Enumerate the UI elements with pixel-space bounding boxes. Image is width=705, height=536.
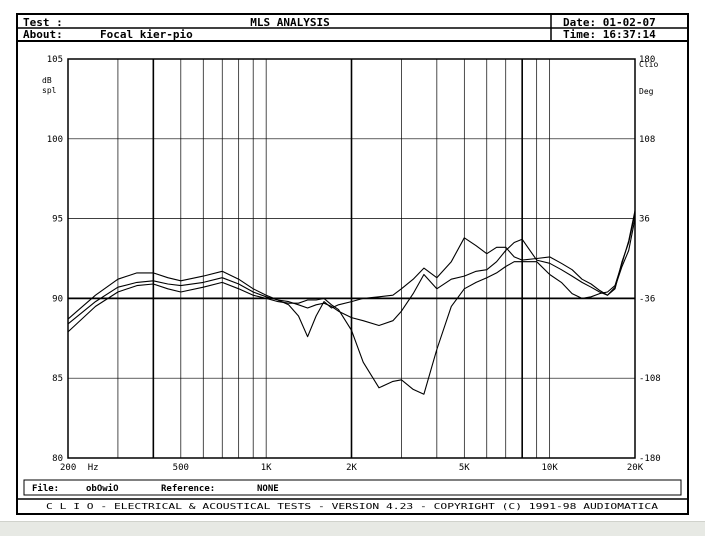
time-label: Time: 16:37:14 — [563, 28, 656, 41]
y-tick-label-right: -108 — [639, 374, 661, 384]
reference-value: NONE — [257, 484, 279, 494]
y-tick-label-right: 36 — [639, 215, 650, 225]
y-tick-label-left: 100 — [47, 135, 63, 145]
clio-report-frame: Test : MLS ANALYSIS Date: 01-02-07 About… — [16, 13, 689, 515]
date-label: Date: 01-02-07 — [563, 16, 656, 29]
y-tick-label-left: 80 — [52, 454, 63, 464]
reference-label: Reference: — [161, 484, 215, 494]
about-label: About: — [23, 28, 63, 41]
series-line-3 — [67, 210, 636, 395]
x-tick-label: Hz — [88, 463, 99, 473]
header-box: Test : MLS ANALYSIS Date: 01-02-07 About… — [18, 15, 687, 42]
page-title: MLS ANALYSIS — [250, 16, 329, 29]
x-tick-label: 5K — [459, 463, 470, 473]
y-axis-unit-db: dB — [42, 76, 52, 85]
file-value: obOwiO — [86, 483, 119, 494]
x-tick-label: 2K — [346, 463, 357, 473]
page-bottom-strip — [0, 521, 705, 536]
x-tick-label: 20K — [627, 463, 644, 473]
footer-box: File: obOwiO Reference: NONE C L I O - E… — [18, 479, 687, 511]
about-value: Focal kier-pio — [100, 28, 193, 41]
file-label: File: — [32, 483, 59, 494]
y-tick-label-right: -180 — [639, 454, 661, 464]
y-axis-right-unit: Deg — [639, 87, 654, 96]
y-axis-left: 105 100 95 90 85 80 — [47, 55, 63, 464]
y-tick-label-left: 90 — [52, 294, 63, 304]
x-axis: 200 Hz 500 1K 2K 5K 10K 20K — [60, 463, 644, 473]
y-tick-label-left: 105 — [47, 55, 63, 65]
y-tick-label-left: 95 — [52, 215, 63, 225]
y-axis-unit-spl: spl — [42, 86, 57, 95]
y-tick-label-left: 85 — [52, 374, 63, 384]
screenshot-background: Test : MLS ANALYSIS Date: 01-02-07 About… — [16, 13, 689, 515]
test-label: Test : — [23, 16, 63, 29]
y-tick-label-right: -36 — [639, 294, 655, 304]
chart-grid — [67, 58, 636, 459]
y-tick-label-right: 180 — [639, 55, 655, 65]
y-axis-right: 180 108 36 -36 -108 -180 — [639, 55, 661, 464]
series-line-1 — [67, 213, 636, 338]
x-tick-label: 10K — [542, 463, 559, 473]
chart-series — [67, 210, 636, 395]
y-tick-label-right: 108 — [639, 135, 655, 145]
x-tick-label: 1K — [261, 463, 272, 473]
mls-analysis-chart: Test : MLS ANALYSIS Date: 01-02-07 About… — [18, 15, 687, 511]
credits-line: C L I O - ELECTRICAL & ACOUSTICAL TESTS … — [46, 502, 658, 511]
x-tick-label: 500 — [173, 463, 189, 473]
x-tick-label: 200 — [60, 463, 76, 473]
y-axis-right-title: Clio — [639, 60, 658, 69]
series-line-2 — [67, 218, 636, 327]
